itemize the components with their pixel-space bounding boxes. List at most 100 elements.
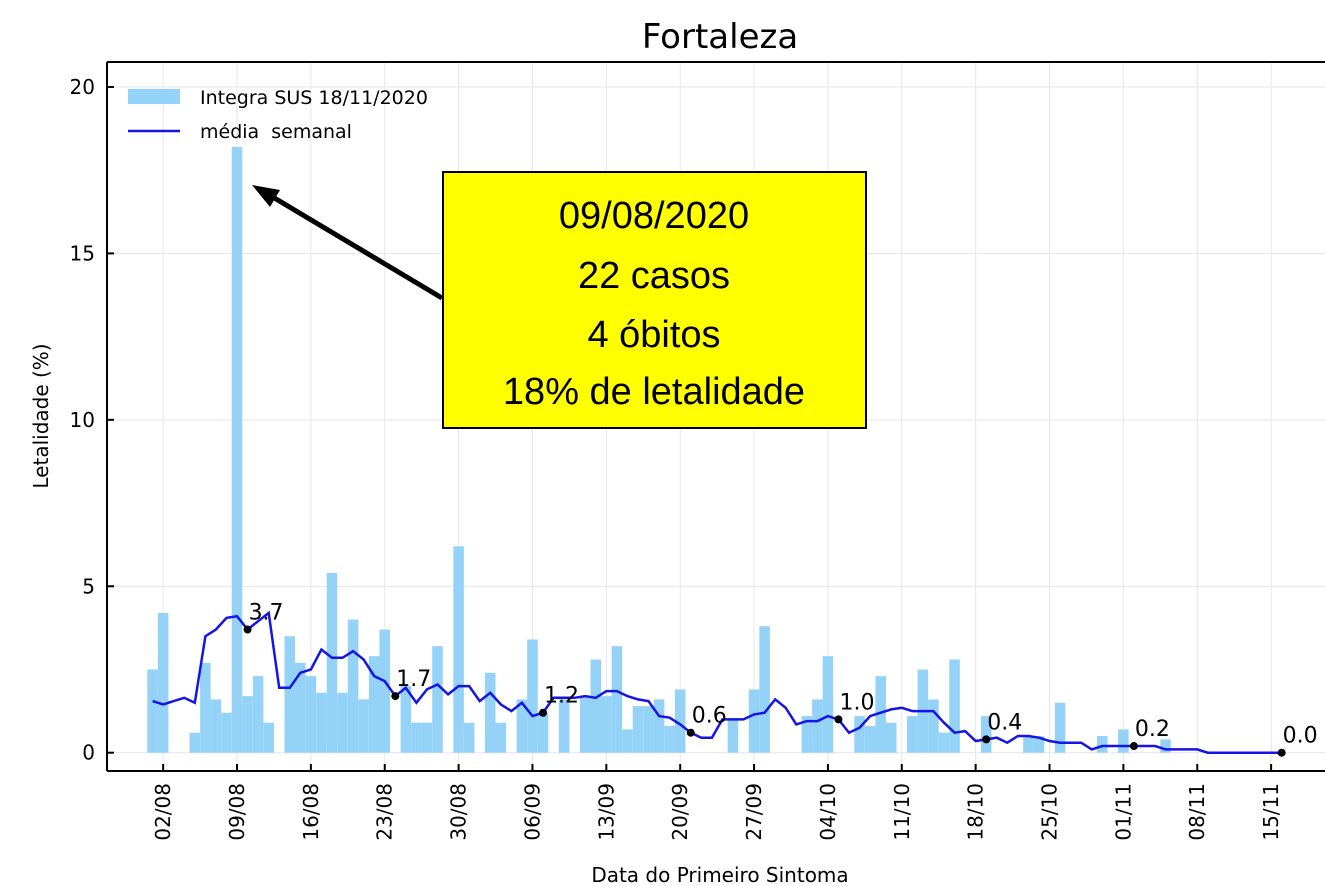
arrow-head — [252, 185, 280, 207]
line — [152, 610, 1282, 754]
bar — [358, 699, 369, 753]
annotation-text: 22 casos — [578, 255, 730, 297]
bar — [854, 716, 865, 753]
bar — [1160, 739, 1171, 753]
bar — [643, 706, 654, 753]
marker — [1277, 748, 1286, 757]
bar — [949, 659, 960, 753]
bar — [210, 699, 222, 753]
bar — [516, 699, 528, 753]
marker — [391, 692, 400, 701]
bar — [231, 146, 243, 753]
bar — [885, 722, 897, 753]
bar — [759, 626, 770, 753]
bar — [252, 676, 264, 753]
annotation: 09/08/2020 22 casos 4 óbitos 18% de leta… — [252, 171, 867, 429]
bar — [484, 672, 496, 753]
bar — [907, 716, 918, 753]
x-tick-label: 04/10 — [816, 783, 840, 841]
bar — [400, 686, 412, 753]
annotation-arrow — [264, 190, 444, 301]
bar — [326, 572, 338, 753]
bar — [421, 722, 433, 753]
bar — [727, 719, 739, 753]
bar — [579, 696, 591, 753]
bar — [263, 722, 274, 753]
bar — [284, 636, 296, 753]
bar — [379, 629, 391, 753]
bar — [928, 699, 939, 753]
legend-label: Integra SUS 18/11/2020 — [200, 87, 428, 109]
bar — [337, 692, 348, 753]
bar — [1097, 736, 1108, 753]
bar — [864, 726, 876, 753]
bar — [822, 656, 834, 753]
x-tick-label: 20/09 — [668, 783, 692, 841]
bar — [938, 732, 950, 753]
bar — [411, 722, 422, 753]
x-axis-label: Data do Primeiro Sintoma — [591, 863, 848, 886]
marker-label: 0.2 — [1135, 717, 1170, 742]
y-tick-label: 0 — [82, 741, 95, 765]
bar — [1054, 702, 1066, 753]
bar — [147, 669, 158, 753]
bar — [653, 699, 665, 753]
x-tick-label: 18/10 — [964, 783, 988, 841]
annotation-text: 09/08/2020 — [559, 195, 749, 237]
bar — [674, 689, 686, 753]
y-tick-label: 15 — [70, 241, 95, 265]
x-tick-label: 06/09 — [520, 783, 544, 841]
bar — [295, 662, 306, 753]
x-tick-label: 08/11 — [1185, 783, 1209, 841]
bar — [664, 726, 675, 753]
y-tick-label: 5 — [82, 574, 95, 598]
bar — [368, 656, 380, 753]
bar — [221, 712, 232, 753]
bar — [200, 662, 211, 753]
chart-title: Fortaleza — [642, 17, 798, 57]
x-tick-label: 27/09 — [742, 783, 766, 841]
bar — [611, 646, 623, 753]
y-axis-label: Letalidade (%) — [29, 343, 53, 488]
bar — [189, 732, 201, 753]
bar — [495, 722, 507, 753]
x-tick-label: 01/11 — [1111, 783, 1135, 841]
bar — [316, 692, 327, 753]
bar — [590, 659, 602, 753]
bar — [875, 676, 886, 753]
marker-label: 1.2 — [544, 684, 579, 709]
legend: Integra SUS 18/11/2020 média semanal — [128, 87, 428, 143]
y-tick-label: 20 — [70, 75, 95, 99]
legend-label: média semanal — [200, 121, 352, 143]
bar — [157, 612, 169, 753]
legend-swatch — [128, 89, 180, 104]
marker-label: 0.6 — [692, 704, 727, 729]
y-tick-label: 10 — [70, 408, 95, 432]
x-tick-label: 13/09 — [594, 783, 618, 841]
bar — [463, 722, 475, 753]
marker-label: 1.7 — [396, 667, 431, 692]
axes — [106, 61, 1325, 772]
bar — [432, 646, 443, 753]
marker — [686, 728, 695, 737]
marker — [834, 715, 843, 724]
x-tick-label: 30/08 — [447, 783, 471, 841]
bar — [748, 689, 760, 753]
marks — [147, 146, 1286, 757]
bar — [1023, 736, 1034, 753]
x-tick-label: 02/08 — [151, 783, 175, 841]
bar — [1118, 729, 1129, 753]
bar — [1033, 736, 1045, 753]
bar — [347, 619, 359, 753]
marker-label: 0.4 — [987, 710, 1022, 735]
annotation-text: 4 óbitos — [587, 314, 720, 356]
bar — [527, 639, 538, 753]
x-tick-label: 16/08 — [299, 783, 323, 841]
bar — [801, 716, 813, 753]
x-tick-label: 09/08 — [225, 783, 249, 841]
x-tick-label: 15/11 — [1259, 783, 1283, 841]
annotation-text: 18% de letalidade — [503, 371, 805, 413]
bar — [453, 546, 464, 753]
marker — [982, 735, 991, 744]
